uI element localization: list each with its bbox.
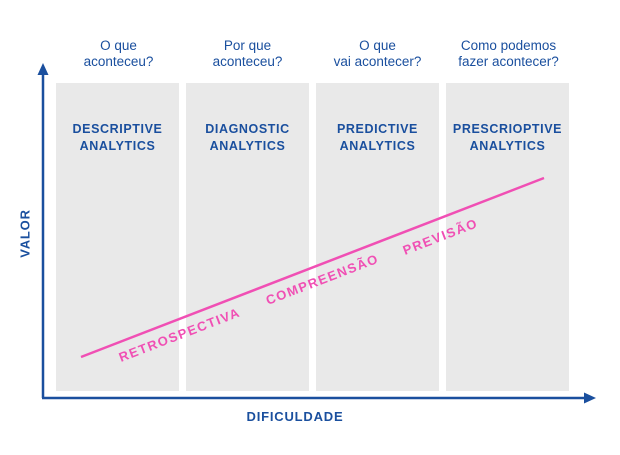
panel-descriptive: DESCRIPTIVE ANALYTICS [56,83,179,391]
panel-title-descriptive-line2: ANALYTICS [79,139,156,153]
question-predictive-line2: vai acontecer? [333,54,422,69]
x-axis-label-text: DIFICULDADE [246,409,344,424]
question-descriptive-line1: O que [100,38,137,53]
question-diagnostic-line1: Por que [223,38,272,53]
question-descriptive-line2: aconteceu? [83,54,154,69]
question-diagnostic: Por que aconteceu? [185,38,310,70]
panel-title-descriptive-line1: DESCRIPTIVE [72,122,163,136]
question-diagnostic-line2: aconteceu? [212,54,283,69]
x-axis-label: DIFICULDADE [0,409,590,424]
panel-title-predictive-line1: PREDICTIVE [336,122,418,136]
question-predictive: O que vai acontecer? [315,38,440,70]
stage-label-previsao: PREVISÃO [401,215,480,257]
panel-title-predictive: PREDICTIVE ANALYTICS [316,121,439,155]
y-axis-arrow-icon [37,63,49,75]
panel-title-diagnostic-line1: DIAGNOSTIC [205,122,290,136]
trend-line [80,176,545,359]
panel-title-descriptive: DESCRIPTIVE ANALYTICS [56,121,179,155]
panel-title-predictive-line2: ANALYTICS [339,139,416,153]
question-descriptive: O que aconteceu? [56,38,181,70]
panel-prescriptive: PRESCRIOPTIVE ANALYTICS [446,83,569,391]
question-prescriptive: Como podemos fazer acontecer? [446,38,571,70]
question-prescriptive-line1: Como podemos [460,38,557,53]
panel-title-prescriptive-line2: ANALYTICS [469,139,546,153]
x-axis-arrow-icon [584,392,596,404]
question-prescriptive-line2: fazer acontecer? [458,54,559,69]
panel-predictive: PREDICTIVE ANALYTICS [316,83,439,391]
panel-title-diagnostic-line2: ANALYTICS [209,139,286,153]
panel-title-prescriptive-line1: PRESCRIOPTIVE [452,122,563,136]
panel-title-prescriptive: PRESCRIOPTIVE ANALYTICS [446,121,569,155]
y-axis-label: VALOR [17,209,33,258]
question-predictive-line1: O que [359,38,396,53]
panel-title-diagnostic: DIAGNOSTIC ANALYTICS [186,121,309,155]
panel-diagnostic: DIAGNOSTIC ANALYTICS [186,83,309,391]
